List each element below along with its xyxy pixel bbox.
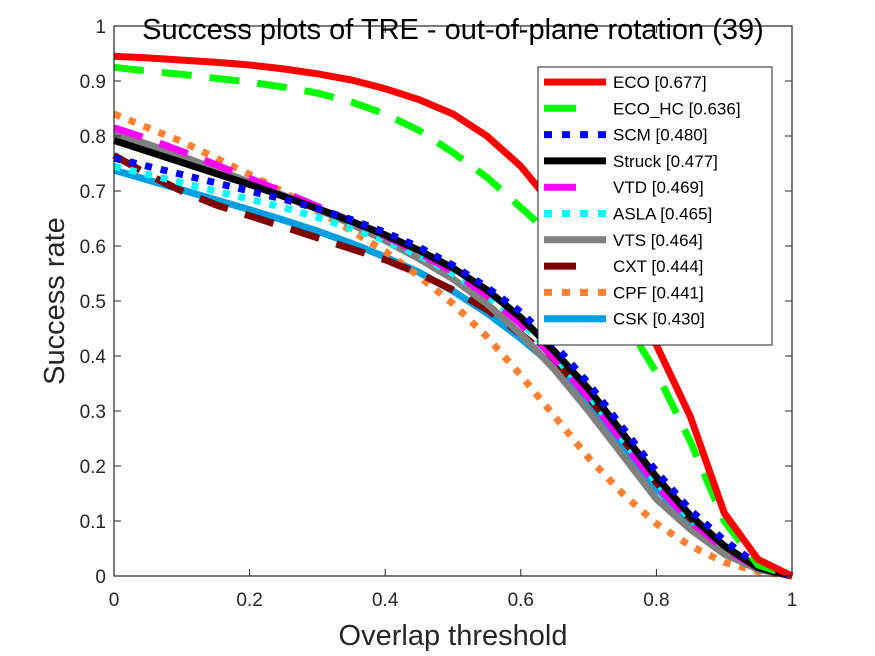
legend-label-asla: ASLA [0.465]: [613, 205, 712, 224]
x-tick-label: 0: [109, 590, 120, 611]
y-tick-label: 0.2: [80, 457, 106, 478]
series-line-asla: [113, 162, 793, 580]
x-tick-label: 0.4: [372, 590, 399, 611]
series-line-eco-hc: [113, 63, 794, 580]
axes-group: 0 0.2 0.4 0.6 0.8 1 0 0.1 0.2 0.3 0.4 0.5 0.6 0.7 0.8 0…: [80, 17, 798, 611]
legend-label-cxt: CXT [0.444]: [613, 257, 703, 276]
y-tick-label: 0.4: [80, 347, 107, 368]
series-line-eco: [113, 52, 794, 580]
series-line-scm: [113, 154, 794, 580]
legend-label-vtd: VTD [0.469]: [613, 178, 704, 197]
legend-label-csk: CSK [0.430]: [613, 310, 705, 329]
legend-box: [537, 66, 773, 346]
x-tick-label: 0.8: [643, 590, 669, 611]
y-tick-label: 0: [95, 567, 106, 588]
y-tick-label: 0.1: [80, 512, 106, 533]
legend-label-scm: SCM [0.480]: [613, 126, 708, 145]
series-line-cpf: [112, 110, 793, 580]
legend-label-eco: ECO [0.677]: [613, 73, 707, 92]
y-tick-label: 0.9: [80, 72, 106, 93]
legend: ECO [0.677] ECO_HC [0.636] SCM [0.480] Stru…: [537, 66, 773, 346]
x-axis-label: Overlap threshold: [339, 620, 568, 652]
curves-group: [112, 52, 794, 580]
legend-label-struck: Struck [0.477]: [613, 152, 718, 171]
x-tick-label: 0.2: [236, 590, 262, 611]
y-tick-label: 0.3: [80, 402, 106, 423]
legend-label-vts: VTS [0.464]: [613, 231, 703, 250]
y-tick-label: 1: [95, 17, 106, 38]
chart-title: Success plots of TRE - out-of-plane rota…: [142, 14, 764, 46]
series-line-vtd: [112, 124, 793, 580]
legend-label-cpf: CPF [0.441]: [613, 283, 704, 302]
y-tick-label: 0.7: [80, 182, 106, 203]
y-tick-label: 0.8: [80, 127, 106, 148]
x-tick-label: 0.6: [508, 590, 534, 611]
y-tick-label: 0.5: [80, 292, 106, 313]
y-axis-label: Success rate: [39, 217, 71, 385]
legend-label-eco-hc: ECO_HC [0.636]: [613, 99, 741, 118]
y-tick-label: 0.6: [80, 237, 106, 258]
x-tick-label: 1: [787, 590, 798, 611]
